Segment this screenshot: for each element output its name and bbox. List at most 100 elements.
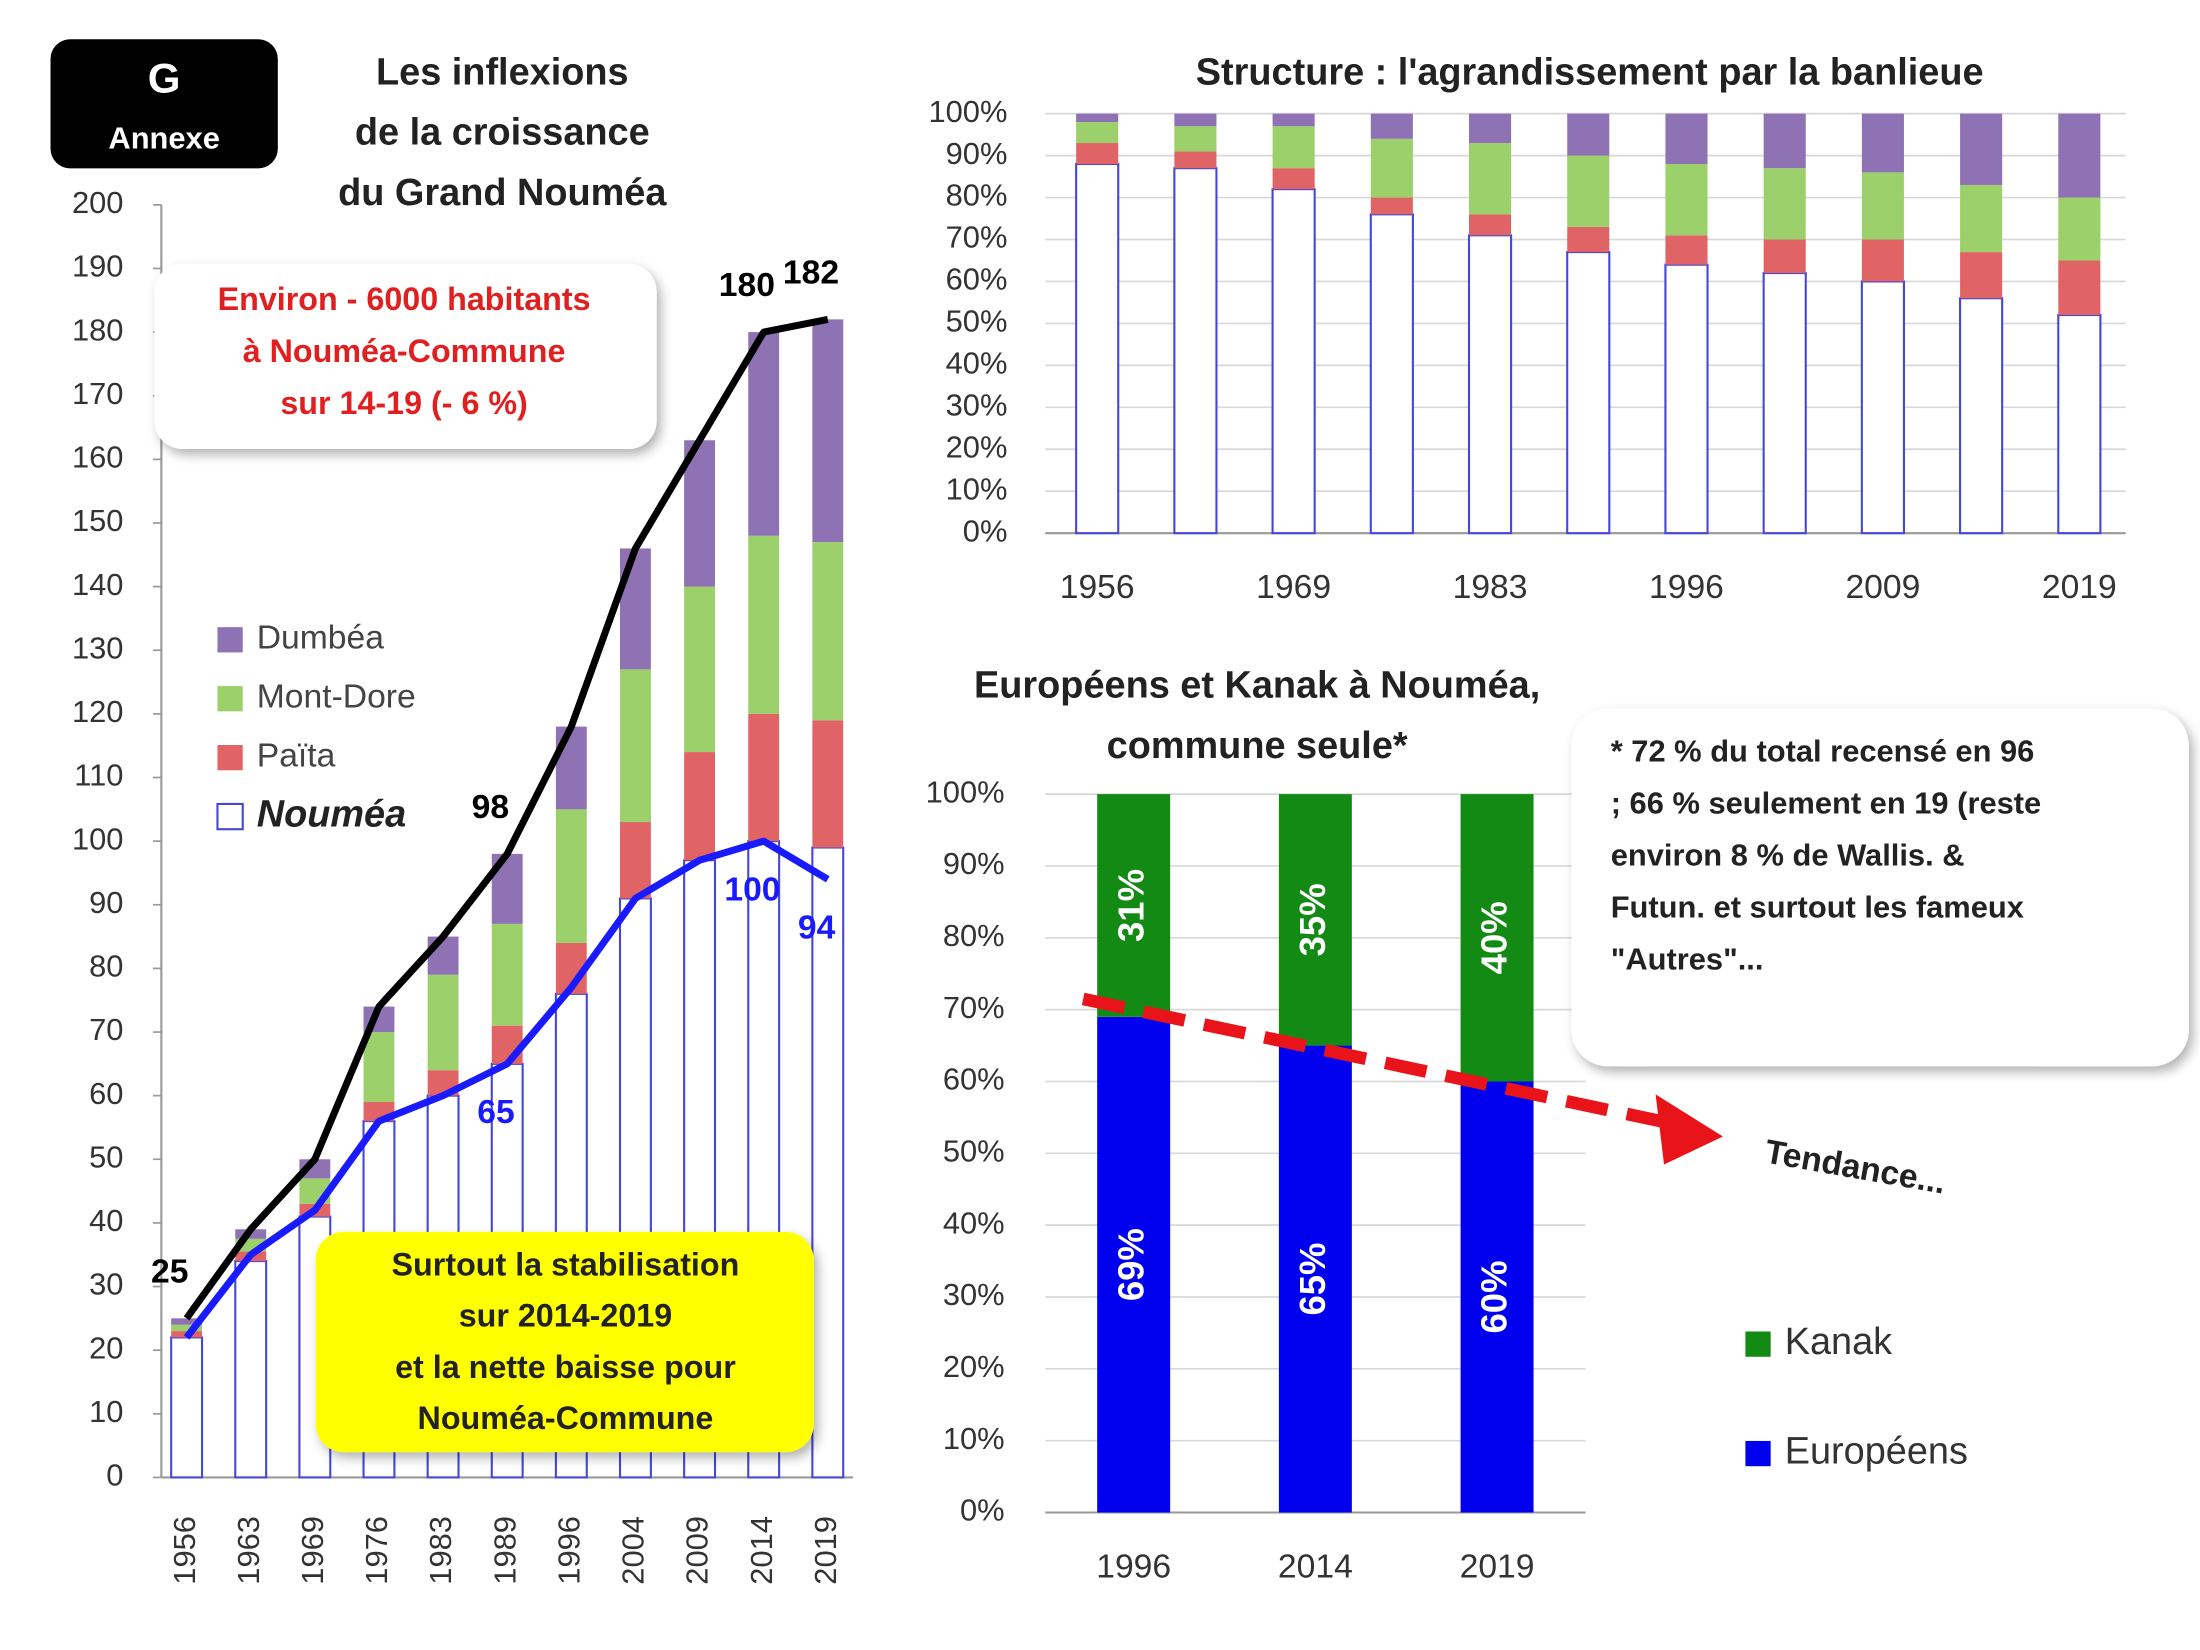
line-value-label: 98: [472, 789, 509, 826]
y-tick-label: 20%: [946, 429, 1008, 464]
y-tick-label: 110: [74, 758, 123, 793]
bar-segment: [1763, 239, 1806, 274]
x-tick-label: 2019: [1460, 1549, 1535, 1586]
bar-segment: [1076, 122, 1119, 144]
bar-segment: [620, 822, 651, 899]
y-tick-label: 100: [72, 821, 124, 856]
value-label: 60%: [1474, 1260, 1515, 1333]
bar-segment: [1567, 155, 1610, 227]
bar-segment: [1763, 168, 1806, 240]
legend-swatch: [217, 627, 243, 653]
bar-segment: [811, 846, 845, 1479]
x-tick-label: 1976: [359, 1516, 394, 1585]
y-tick-label: 70%: [946, 220, 1008, 255]
bar-segment: [1861, 172, 1904, 240]
y-tick-label: 60%: [946, 262, 1008, 297]
bar-segment: [1860, 280, 1906, 535]
y-tick-label: 60%: [943, 1062, 1005, 1097]
bar-segment: [1861, 239, 1904, 282]
annotation-text: et la nette baisse pour: [395, 1349, 736, 1385]
value-label: 65%: [1292, 1243, 1333, 1316]
bar-segment: [1959, 297, 2004, 535]
bar-segment: [1174, 151, 1217, 169]
bar-segment: [748, 332, 780, 536]
y-tick-label: 130: [72, 630, 124, 665]
chart-title: commune seule*: [1107, 725, 1408, 767]
x-tick-label: 2019: [2042, 569, 2117, 606]
bar-segment: [748, 535, 780, 714]
x-tick-label: 2014: [1278, 1549, 1353, 1586]
bar-segment: [1960, 184, 2003, 253]
line-value-label: 180: [719, 267, 775, 304]
bar-segment: [1469, 113, 1512, 144]
bar-segment: [1097, 1016, 1171, 1513]
x-tick-label: 2014: [744, 1516, 779, 1585]
bar-segment: [1370, 113, 1413, 139]
bar-segment: [620, 548, 651, 670]
y-tick-label: 80%: [946, 178, 1008, 213]
value-label: 40%: [1474, 901, 1515, 974]
bar-segment: [2058, 197, 2101, 261]
x-tick-label: 2009: [680, 1516, 715, 1585]
trend-label: Tendance...: [1762, 1134, 1948, 1202]
badge-label: Annexe: [108, 120, 219, 155]
bar-segment: [363, 1032, 395, 1103]
legend-label: Nouméa: [257, 794, 406, 836]
legend-swatch: [217, 745, 243, 771]
bar-segment: [620, 669, 651, 823]
line-series: [183, 837, 830, 1340]
bar-segment: [1460, 794, 1534, 1082]
bar-segment: [171, 1324, 203, 1332]
chart-title: du Grand Nouméa: [338, 172, 667, 214]
legend-label: Mont-Dore: [257, 679, 416, 716]
annotation-box: [315, 1231, 814, 1453]
annotation-text: sur 2014-2019: [459, 1298, 672, 1334]
y-tick-label: 0%: [963, 513, 1008, 548]
bar-segment: [1665, 163, 1708, 236]
value-label: 69%: [1110, 1228, 1151, 1301]
bar-segment: [170, 1336, 204, 1479]
bar-segment: [555, 726, 587, 810]
bar-segment: [1097, 794, 1171, 1017]
y-tick-label: 190: [72, 249, 124, 284]
annotation-text: sur 14-19 (- 6 %): [280, 385, 527, 421]
y-tick-label: 30%: [943, 1277, 1005, 1312]
x-tick-label: 1963: [231, 1516, 266, 1585]
y-tick-label: 70: [89, 1012, 123, 1047]
legend-swatch: [216, 802, 244, 831]
bar-segment: [1762, 272, 1807, 535]
bar-segment: [1467, 234, 1513, 535]
y-tick-label: 90: [89, 885, 123, 920]
y-tick-label: 50%: [946, 304, 1008, 339]
y-tick-label: 60: [89, 1076, 123, 1111]
y-tick-label: 90%: [946, 136, 1008, 171]
bar-segment: [1369, 213, 1414, 535]
note-text: * 72 % du total recensé en 96: [1611, 734, 2035, 769]
bar-segment: [1271, 188, 1316, 535]
line-value-label: 182: [783, 254, 839, 291]
legend-label: Païta: [257, 738, 336, 775]
bar-segment: [1174, 126, 1217, 152]
line-value-label: 65: [477, 1094, 514, 1131]
x-tick-label: 1996: [551, 1516, 586, 1585]
y-tick-label: 100%: [926, 774, 1005, 809]
x-tick-label: 1996: [1649, 569, 1724, 606]
bar-segment: [1370, 138, 1413, 198]
note-box: [1571, 708, 2189, 1067]
bar-segment: [1076, 143, 1119, 164]
badge-letter: G: [148, 55, 181, 102]
y-tick-label: 30%: [946, 387, 1008, 422]
y-tick-label: 80%: [943, 918, 1005, 953]
bar-segment: [684, 440, 715, 587]
bar-segment: [1861, 113, 1904, 173]
x-tick-label: 2019: [808, 1516, 843, 1585]
note-text: "Autres"...: [1611, 941, 1764, 976]
annotation-text: Surtout la stabilisation: [392, 1246, 740, 1282]
bar-segment: [1567, 113, 1610, 156]
bar-segment: [1075, 162, 1120, 535]
line-value-label: 100: [724, 872, 780, 909]
y-tick-label: 40%: [946, 346, 1008, 381]
x-tick-label: 1956: [1060, 569, 1135, 606]
bar-segment: [1664, 263, 1709, 535]
